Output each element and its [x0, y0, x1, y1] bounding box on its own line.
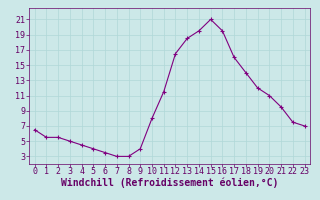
X-axis label: Windchill (Refroidissement éolien,°C): Windchill (Refroidissement éolien,°C) — [61, 178, 278, 188]
